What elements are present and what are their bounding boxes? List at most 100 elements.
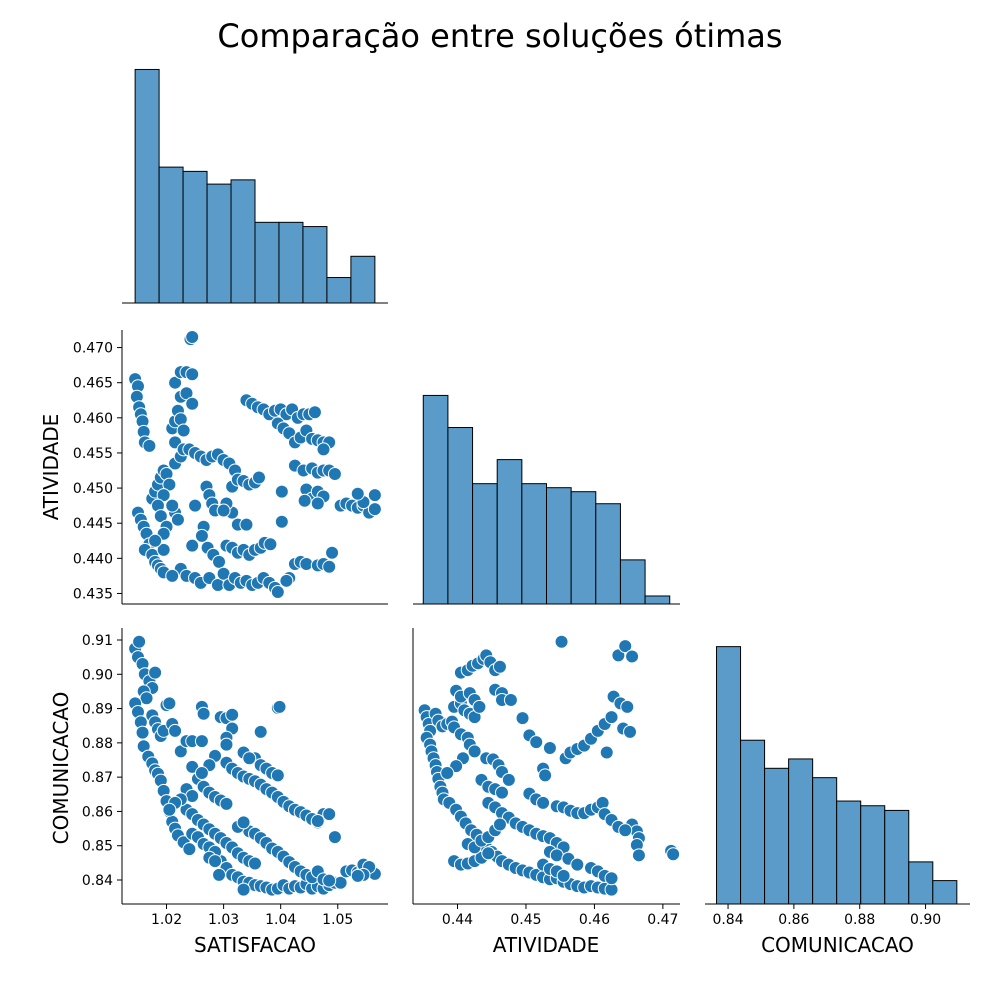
scatter-point <box>274 514 289 529</box>
scatter-point <box>618 639 633 654</box>
hist-bar <box>422 394 449 605</box>
hist-bar <box>158 166 184 304</box>
scatter-point <box>239 517 254 532</box>
scatter-point <box>350 486 365 501</box>
hist-bar <box>788 758 814 905</box>
scatter-point <box>185 330 200 345</box>
hist-bar <box>860 805 886 905</box>
scatter-point <box>604 871 619 886</box>
y-tick-label: 0.455 <box>73 446 113 462</box>
scatter-point <box>165 568 180 583</box>
scatter-point <box>350 868 365 883</box>
scatter-point <box>467 744 482 759</box>
scatter-point <box>253 724 268 739</box>
x-tick-label: 0.44 <box>442 912 473 928</box>
scatter-point <box>322 559 337 574</box>
scatter-point <box>481 846 496 861</box>
scatter-point <box>492 817 507 832</box>
scatter-point <box>251 470 266 485</box>
hist-bar <box>644 595 671 605</box>
x-axis-label: ATIVIDADE <box>493 933 600 957</box>
y-tick-label: 0.86 <box>82 804 113 820</box>
y-tick-label: 0.435 <box>73 586 113 602</box>
hist-bar <box>619 559 646 605</box>
scatter-point <box>272 699 287 714</box>
scatter-point <box>274 484 289 499</box>
panels: 0.84 0.86 0.88 0.90COMUNICACAO0.4350.4400.4… <box>39 68 970 957</box>
hist-bar <box>570 491 597 605</box>
scatter-point <box>367 502 382 517</box>
y-tick-label: 0.470 <box>73 341 113 357</box>
x-tick-label: 0.88 <box>844 912 875 928</box>
scatter-point <box>599 745 614 760</box>
x-tick-labels: 0.84 0.86 0.88 0.90 <box>712 912 941 928</box>
panel-2: 0.84 0.86 0.88 0.90 COMUNICACAO <box>705 646 970 957</box>
hist-bar <box>350 255 376 304</box>
scatter-point <box>208 854 223 869</box>
panel-4: 0.84 0.85 0.86 0.87 0.88 0.89 0.90 0.91 1.02 1.03… <box>49 628 388 957</box>
scatter-point <box>316 442 331 457</box>
hist-bar <box>496 459 523 605</box>
figure-title: Comparação entre soluções ótimas <box>217 17 782 55</box>
scatter-point <box>472 699 487 714</box>
scatter-point <box>162 696 177 711</box>
scatter-point <box>212 867 227 882</box>
x-tick-label: 0.45 <box>510 912 541 928</box>
y-tick-label: 0.460 <box>73 411 113 427</box>
scatter-point <box>618 823 633 838</box>
scatter-point <box>194 734 209 749</box>
scatter-points <box>128 634 382 897</box>
scatter-point <box>168 723 183 738</box>
scatter-point <box>595 795 610 810</box>
x-tick-label: 0.47 <box>647 912 678 928</box>
hist-bar <box>302 226 328 304</box>
x-tick-label: 1.05 <box>322 912 353 928</box>
scatter-point <box>297 493 312 508</box>
scatter-point <box>492 659 507 674</box>
y-axis-label: COMUNICACAO <box>49 692 73 845</box>
hist-bar <box>206 183 232 304</box>
x-tick-label: 0.90 <box>910 912 941 928</box>
hist-bar <box>182 170 208 304</box>
x-axis-label: SATISFACAO <box>194 933 316 957</box>
scatter-point <box>135 725 150 740</box>
scatter-point <box>142 438 157 453</box>
x-tick-label: 0.46 <box>579 912 610 928</box>
scatter-point <box>327 467 342 482</box>
scatter-point <box>148 533 163 548</box>
panel-5: 0.44 0.45 0.46 0.47 ATIVIDADE <box>412 628 681 957</box>
panel-1 <box>413 394 680 605</box>
hist-bar <box>812 777 838 905</box>
scatter-point <box>440 766 455 781</box>
scatter-point <box>216 503 231 518</box>
scatter-point <box>248 856 262 871</box>
x-tick-label: 1.04 <box>265 912 296 928</box>
scatter-point <box>270 768 285 783</box>
scatter-point <box>139 691 154 706</box>
scatter-point <box>263 537 278 552</box>
y-tick-label: 0.91 <box>82 633 113 649</box>
scatter-point <box>196 706 211 721</box>
hist-bar <box>546 487 572 605</box>
scatter-point <box>307 405 322 420</box>
x-axis-label: COMUNICACAO <box>761 933 914 957</box>
scatter-point <box>236 815 251 830</box>
scatter-point <box>156 542 171 557</box>
hist-bar <box>134 68 160 304</box>
scatter-point <box>604 710 619 725</box>
x-tick-label: 1.03 <box>208 912 239 928</box>
scatter-point <box>367 488 382 503</box>
scatter-point <box>495 785 509 800</box>
scatter-point <box>501 772 516 787</box>
scatter-point <box>620 699 635 714</box>
scatter-point <box>625 649 640 664</box>
y-tick-label: 0.440 <box>73 551 113 567</box>
scatter-point <box>270 585 285 600</box>
scatter-point <box>170 512 185 527</box>
hist-bar <box>764 767 790 905</box>
scatter-point <box>529 735 544 750</box>
scatter-point <box>194 528 209 543</box>
scatter-point <box>182 842 197 857</box>
y-tick-label: 0.450 <box>73 481 113 497</box>
y-tick-label: 0.87 <box>82 770 113 786</box>
